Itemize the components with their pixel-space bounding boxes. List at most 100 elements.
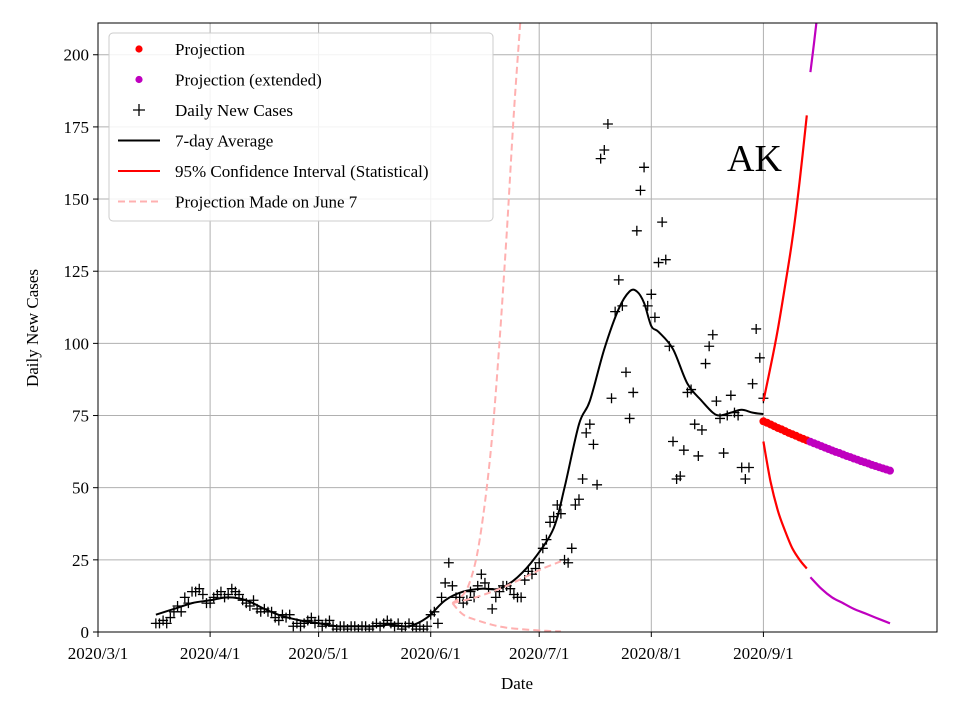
plot-frame [97, 22, 938, 633]
daily-case-point [165, 612, 176, 623]
june7-projection-mid [452, 560, 562, 605]
daily-case-point [696, 424, 707, 435]
legend-label: Projection Made on June 7 [175, 193, 358, 212]
daily-case-point [595, 153, 606, 164]
daily-case-point [646, 289, 657, 300]
daily-case-point [592, 479, 603, 490]
daily-case-point [751, 323, 762, 334]
daily-case-point [700, 358, 711, 369]
x-tick-label: 2020/8/1 [621, 644, 681, 663]
y-tick-label: 200 [64, 46, 90, 65]
95-confidence-interval-statistical-lower-band [762, 441, 808, 570]
daily-case-point [566, 543, 577, 554]
legend-label: Projection (extended) [175, 71, 322, 90]
daily-case-point [534, 557, 545, 568]
x-axis-ticks: 2020/3/1 2020/4/1 2020/5/1 2020/6/1 2020/7/1… [68, 632, 794, 663]
y-tick-label: 125 [64, 262, 90, 281]
daily-case-point [631, 225, 642, 236]
x-tick-label: 2020/9/1 [733, 644, 793, 663]
daily-case-point [570, 500, 581, 511]
daily-case-point [693, 450, 704, 461]
daily-case-point [324, 615, 335, 626]
daily-case-point [718, 448, 729, 459]
daily-case-point [573, 494, 584, 505]
x-axis-label: Date [501, 674, 533, 693]
legend-label: Projection [175, 40, 245, 59]
x-tick-label: 2020/6/1 [400, 644, 460, 663]
daily-case-point [639, 162, 650, 173]
daily-case-point [660, 254, 671, 265]
projection-extended-point [885, 466, 894, 475]
daily-case-point [602, 119, 613, 130]
daily-case-point [505, 583, 516, 594]
y-tick-label: 75 [72, 407, 89, 426]
daily-case-point [161, 618, 172, 629]
daily-case-point [194, 583, 205, 594]
daily-case-point [479, 577, 490, 588]
daily-case-point [733, 410, 744, 421]
x-tick-label: 2020/3/1 [68, 644, 128, 663]
daily-case-point [678, 445, 689, 456]
daily-case-point [490, 592, 501, 603]
daily-case-point [588, 439, 599, 450]
daily-case-point [432, 618, 443, 629]
y-tick-label: 175 [64, 118, 90, 137]
daily-case-point [306, 612, 317, 623]
daily-case-point [179, 592, 190, 603]
daily-case-point [653, 257, 664, 268]
y-tick-label: 25 [72, 551, 89, 570]
x-tick-label: 2020/4/1 [180, 644, 240, 663]
95-confidence-interval-extended-upper-band [809, 23, 818, 73]
daily-case-point [606, 393, 617, 404]
legend: Projection Projection (extended) Daily New… [108, 32, 494, 222]
daily-case-point [581, 427, 592, 438]
y-tick-label: 0 [81, 623, 90, 642]
legend-plus-marker [133, 104, 145, 116]
daily-case-point [447, 580, 458, 591]
daily-case-point [740, 474, 751, 485]
daily-case-point [668, 436, 679, 447]
y-tick-label: 50 [72, 479, 89, 498]
daily-case-point [725, 390, 736, 401]
daily-case-point [176, 606, 187, 617]
legend-label: 7-day Average [175, 132, 273, 151]
daily-case-point [563, 557, 574, 568]
legend-dot-marker [135, 75, 143, 84]
daily-case-point [545, 517, 556, 528]
daily-case-point [516, 592, 527, 603]
daily-case-point [754, 352, 765, 363]
daily-case-point [613, 274, 624, 285]
y-axis-ticks: 0 25 50 75 100 125 150 175 200 [64, 46, 98, 642]
daily-case-point [689, 419, 700, 430]
daily-case-point [584, 419, 595, 430]
daily-case-point [599, 144, 610, 155]
june7-projection-lower [451, 602, 561, 632]
daily-case-point [476, 569, 487, 580]
y-tick-label: 100 [64, 334, 90, 353]
daily-case-point [743, 462, 754, 473]
daily-case-point [628, 387, 639, 398]
daily-case-point [747, 378, 758, 389]
95-confidence-interval-statistical-upper-band [762, 115, 808, 402]
legend-dot-marker [135, 45, 143, 53]
legend-label: Daily New Cases [175, 101, 293, 120]
daily-case-point [273, 615, 284, 626]
daily-case-point [704, 341, 715, 352]
legend-label: 95% Confidence Interval (Statistical) [175, 162, 429, 181]
daily-case-point [624, 413, 635, 424]
daily-case-point [707, 329, 718, 340]
daily-case-point [657, 217, 668, 228]
daily-case-point [440, 577, 451, 588]
daily-case-point [620, 367, 631, 378]
daily-case-point [649, 312, 660, 323]
7-day-average-line [155, 288, 764, 628]
daily-case-point [436, 592, 447, 603]
x-tick-label: 2020/5/1 [288, 644, 348, 663]
chart-marks [150, 23, 894, 632]
95-confidence-interval-extended-lower-band [809, 576, 891, 625]
y-axis-label: Daily New Cases [23, 269, 42, 387]
daily-case-point [487, 603, 498, 614]
daily-case-point [675, 471, 686, 482]
x-tick-label: 2020/7/1 [509, 644, 569, 663]
state-annotation: AK [727, 138, 782, 180]
